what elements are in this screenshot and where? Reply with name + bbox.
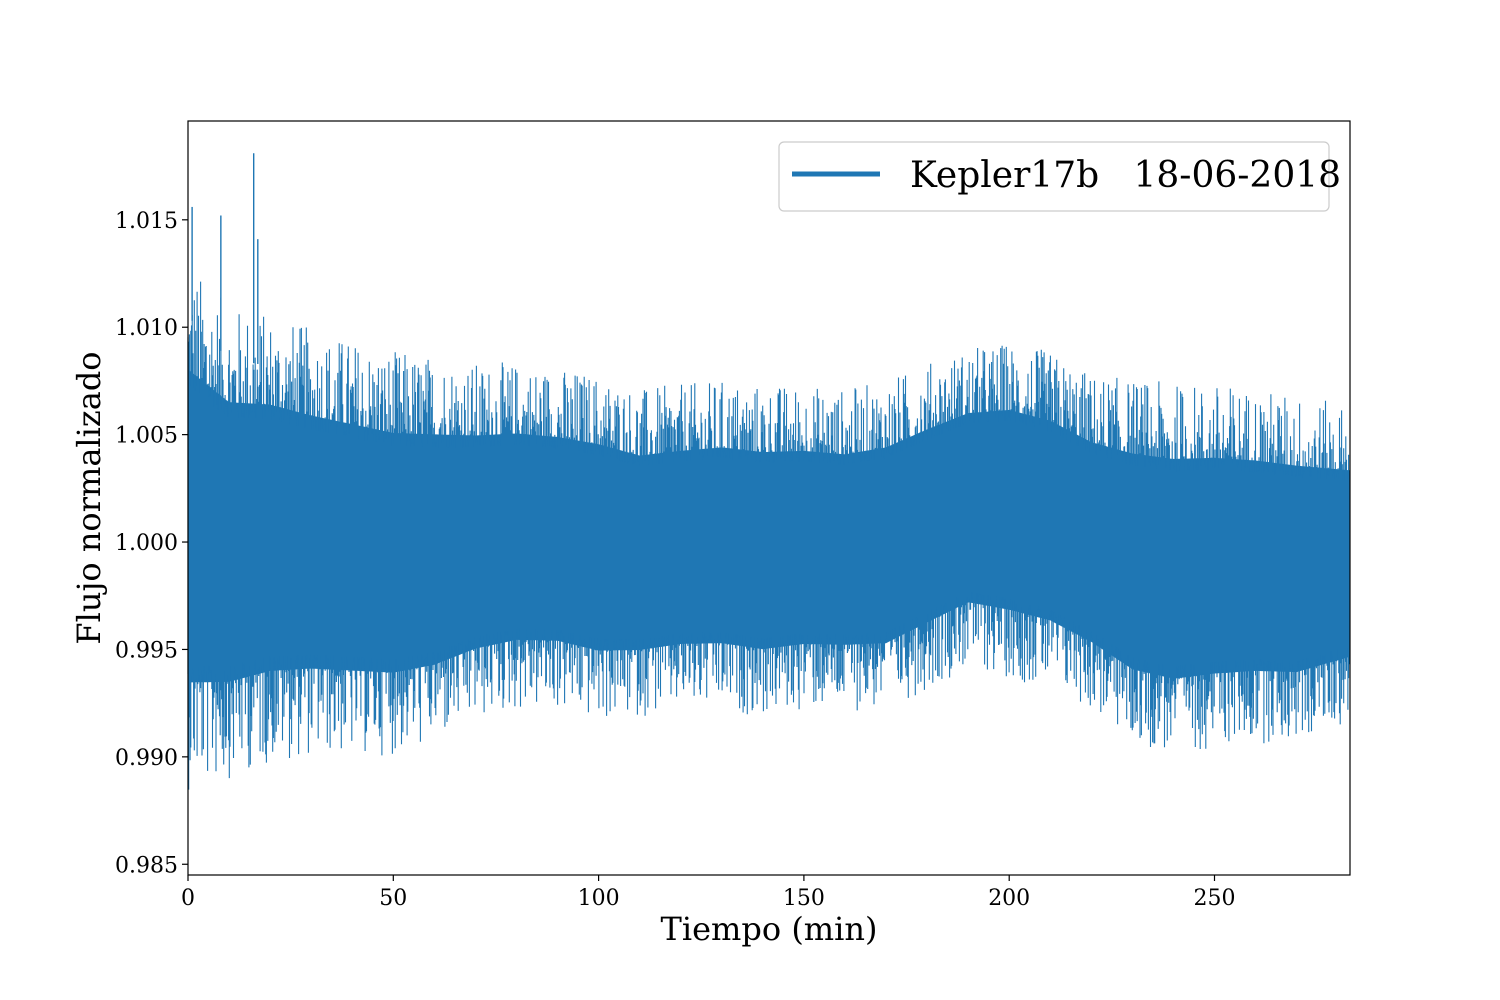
y-tick-label: 0.990 <box>115 746 178 771</box>
y-tick-label: 0.985 <box>115 853 178 878</box>
x-tick-label: 250 <box>1194 886 1236 911</box>
y-tick-label: 0.995 <box>115 638 178 663</box>
x-axis: 0 50 100 150 200 250 <box>181 875 1236 911</box>
x-tick-label: 50 <box>379 886 407 911</box>
y-tick-label: 1.010 <box>115 316 178 341</box>
y-tick-label: 1.000 <box>115 531 178 556</box>
x-axis-label: Tiempo (min) <box>661 910 878 948</box>
x-tick-label: 200 <box>988 886 1030 911</box>
legend-box <box>778 141 1330 212</box>
y-axis: 0.985 0.990 0.995 1.000 1.005 1.010 1.015 <box>115 209 188 878</box>
x-tick-label: 0 <box>181 886 195 911</box>
y-axis-label: Flujo normalizado <box>70 351 108 644</box>
y-tick-label: 1.005 <box>115 424 178 449</box>
y-tick-label: 1.015 <box>115 209 178 234</box>
x-tick-label: 150 <box>783 886 825 911</box>
plot-frame <box>187 120 1351 876</box>
series-layer <box>187 153 1350 790</box>
legend-label: Kepler17b 18-06-2018 <box>910 155 1341 196</box>
x-tick-label: 100 <box>578 886 620 911</box>
legend: Kepler17b 18-06-2018 <box>778 141 1341 212</box>
